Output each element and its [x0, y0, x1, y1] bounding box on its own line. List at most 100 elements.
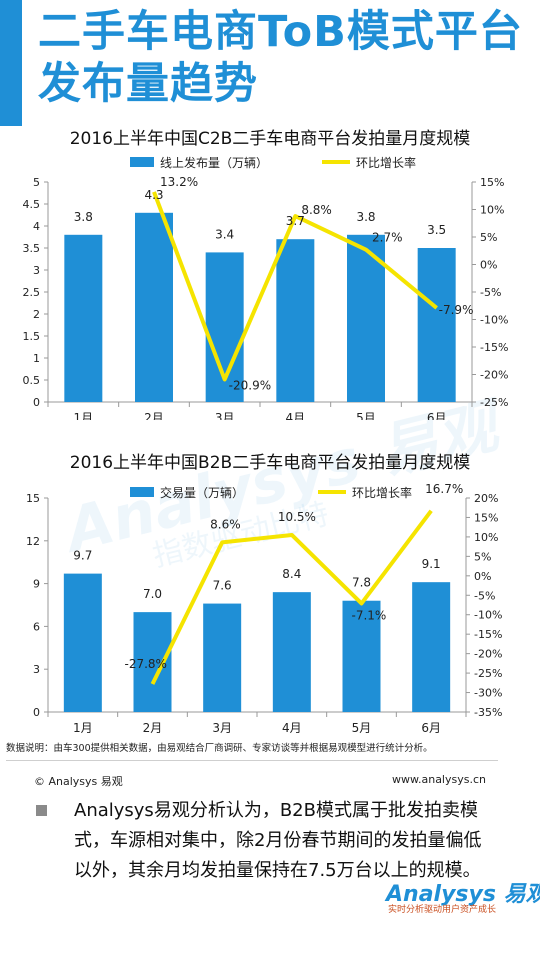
legend-line-label: 环比增长率 — [352, 485, 412, 500]
y-left-tick-label: 4 — [33, 220, 40, 233]
y-right-tick-label: 15% — [474, 511, 498, 524]
bar-value-label: 7.6 — [213, 579, 232, 593]
y-left-tick-label: 4.5 — [23, 198, 41, 211]
bar-value-label: 3.7 — [286, 214, 305, 228]
y-right-tick-label: -5% — [474, 589, 495, 602]
y-right-tick-label: -20% — [474, 648, 502, 661]
analysys-logo: Analysys 易观 实时分析驱动用户资产成长 — [386, 876, 540, 916]
bar-value-label: 8.4 — [282, 567, 301, 581]
y-right-tick-label: -15% — [480, 341, 508, 354]
y-right-tick-label: -25% — [480, 396, 508, 409]
y-left-tick-label: 0 — [33, 396, 40, 409]
y-right-tick-label: 20% — [474, 492, 498, 505]
x-tick-label: 4月 — [286, 411, 306, 420]
bullet-text: Analysys易观分析认为，B2B模式属于批发拍卖模式，车源相对集中，除2月份… — [74, 800, 482, 881]
website-link[interactable]: www.analysys.cn — [392, 773, 486, 786]
y-right-tick-label: -10% — [474, 609, 502, 622]
bar — [63, 573, 102, 712]
y-right-tick-label: 0% — [480, 259, 497, 272]
line-value-label: 10.5% — [278, 510, 316, 524]
c2b-chart: 2016上半年中国C2B二手车电商平台发拍量月度规模 0 0.5 1 1.5 2 2.5 3… — [0, 120, 540, 420]
bar-value-label: 3.4 — [215, 227, 234, 241]
c2b-chart-svg: 0 0.5 1 1.5 2 2.5 3 3.5 4 4.5 5 -25% -20% -15% -10% -5%… — [23, 155, 509, 420]
page-title: 二手车电商ToB模式平台发布量趋势 — [38, 7, 523, 109]
y-right-tick-label: -10% — [480, 314, 508, 327]
x-tick-label: 2月 — [143, 721, 163, 735]
x-tick-label: 2月 — [144, 411, 164, 420]
y-left-tick-label: 6 — [33, 620, 40, 633]
legend-bar-swatch — [130, 487, 154, 497]
y-right-tick-label: -25% — [474, 667, 502, 680]
y-right-tick-label: -5% — [480, 286, 501, 299]
divider — [6, 760, 498, 761]
x-tick-label: 6月 — [427, 411, 447, 420]
y-right-tick-label: 0% — [474, 570, 491, 583]
accent-bar — [0, 0, 22, 126]
bar-value-label: 7.8 — [352, 576, 371, 590]
x-tick-label: 1月 — [73, 721, 93, 735]
bar — [417, 248, 456, 402]
y-right-tick-label: -15% — [474, 628, 502, 641]
line-value-label: -7.1% — [352, 608, 387, 622]
legend-bar-label: 交易量（万辆） — [160, 485, 244, 500]
chart-title: 2016上半年中国B2B二手车电商平台发拍量月度规模 — [69, 453, 471, 473]
y-left-tick-label: 2 — [33, 308, 40, 321]
y-left-tick-label: 3 — [33, 663, 40, 676]
y-left-tick-label: 1 — [33, 352, 40, 365]
legend-line-label: 环比增长率 — [356, 155, 416, 170]
line-value-label: -27.8% — [125, 657, 167, 671]
y-right-tick-label: -30% — [474, 687, 502, 700]
bar-value-label: 3.8 — [74, 210, 93, 224]
line-value-label: -7.9% — [439, 303, 474, 317]
b2b-chart-svg: 0 3 6 9 12 15 -35% -30% -25% -20% -15% -10% -5% 0% 5% 1… — [26, 482, 502, 735]
y-right-tick-label: -20% — [480, 369, 508, 382]
bar-value-label: 3.8 — [356, 210, 375, 224]
bar — [135, 212, 173, 402]
logo-tagline: 实时分析驱动用户资产成长 — [388, 905, 497, 915]
y-right-tick-label: 10% — [474, 531, 498, 544]
bar — [272, 592, 311, 712]
y-left-tick-label: 0 — [33, 706, 40, 719]
y-left-tick-label: 2.5 — [23, 286, 41, 299]
logo-main: Analysys 易观 — [386, 882, 540, 907]
data-note: 数据说明：由车300提供相关数据，由易观结合厂商调研、专家访谈等并根据易观模型进… — [6, 743, 433, 754]
bar-value-label: 4.3 — [144, 188, 163, 202]
legend-bar-label: 线上发布量（万辆） — [160, 155, 268, 170]
growth-line — [152, 191, 438, 382]
bar-value-label: 9.7 — [73, 549, 92, 563]
x-tick-label: 5月 — [352, 721, 372, 735]
y-right-tick-label: -35% — [474, 706, 502, 719]
line-value-label: 13.2% — [160, 175, 198, 189]
bar — [276, 239, 315, 402]
y-right-tick-label: 15% — [480, 176, 504, 189]
b2b-chart: 2016上半年中国B2B二手车电商平台发拍量月度规模 0 3 6 9 12 15 -35% -… — [0, 446, 540, 736]
chart-title: 2016上半年中国C2B二手车电商平台发拍量月度规模 — [69, 129, 471, 149]
bar — [412, 582, 451, 712]
line-value-label: 8.8% — [301, 203, 332, 217]
x-tick-label: 6月 — [421, 721, 441, 735]
y-left-tick-label: 1.5 — [23, 330, 41, 343]
y-right-tick-label: 10% — [480, 204, 504, 217]
line-value-label: 2.7% — [372, 231, 403, 245]
bar-value-label: 7.0 — [143, 587, 162, 601]
y-left-tick-label: 5 — [33, 176, 40, 189]
line-value-label: -20.9% — [229, 378, 271, 392]
copyright: © Analysys 易观 — [34, 775, 123, 788]
x-tick-label: 5月 — [356, 411, 376, 420]
y-left-tick-label: 0.5 — [23, 374, 41, 387]
y-right-tick-label: 5% — [474, 550, 491, 563]
x-tick-label: 4月 — [282, 721, 302, 735]
y-left-tick-label: 9 — [33, 578, 40, 591]
x-tick-label: 3月 — [215, 411, 235, 420]
bar-value-label: 3.5 — [427, 223, 446, 237]
bullet-square-icon — [36, 805, 47, 816]
bar — [203, 603, 242, 712]
bar — [342, 600, 381, 712]
y-left-tick-label: 15 — [26, 492, 40, 505]
x-tick-label: 3月 — [212, 721, 232, 735]
y-left-tick-label: 12 — [26, 535, 40, 548]
line-value-label: 16.7% — [425, 482, 463, 496]
y-left-tick-label: 3 — [33, 264, 40, 277]
line-value-label: 8.6% — [210, 517, 241, 531]
bar-value-label: 9.1 — [422, 557, 441, 571]
